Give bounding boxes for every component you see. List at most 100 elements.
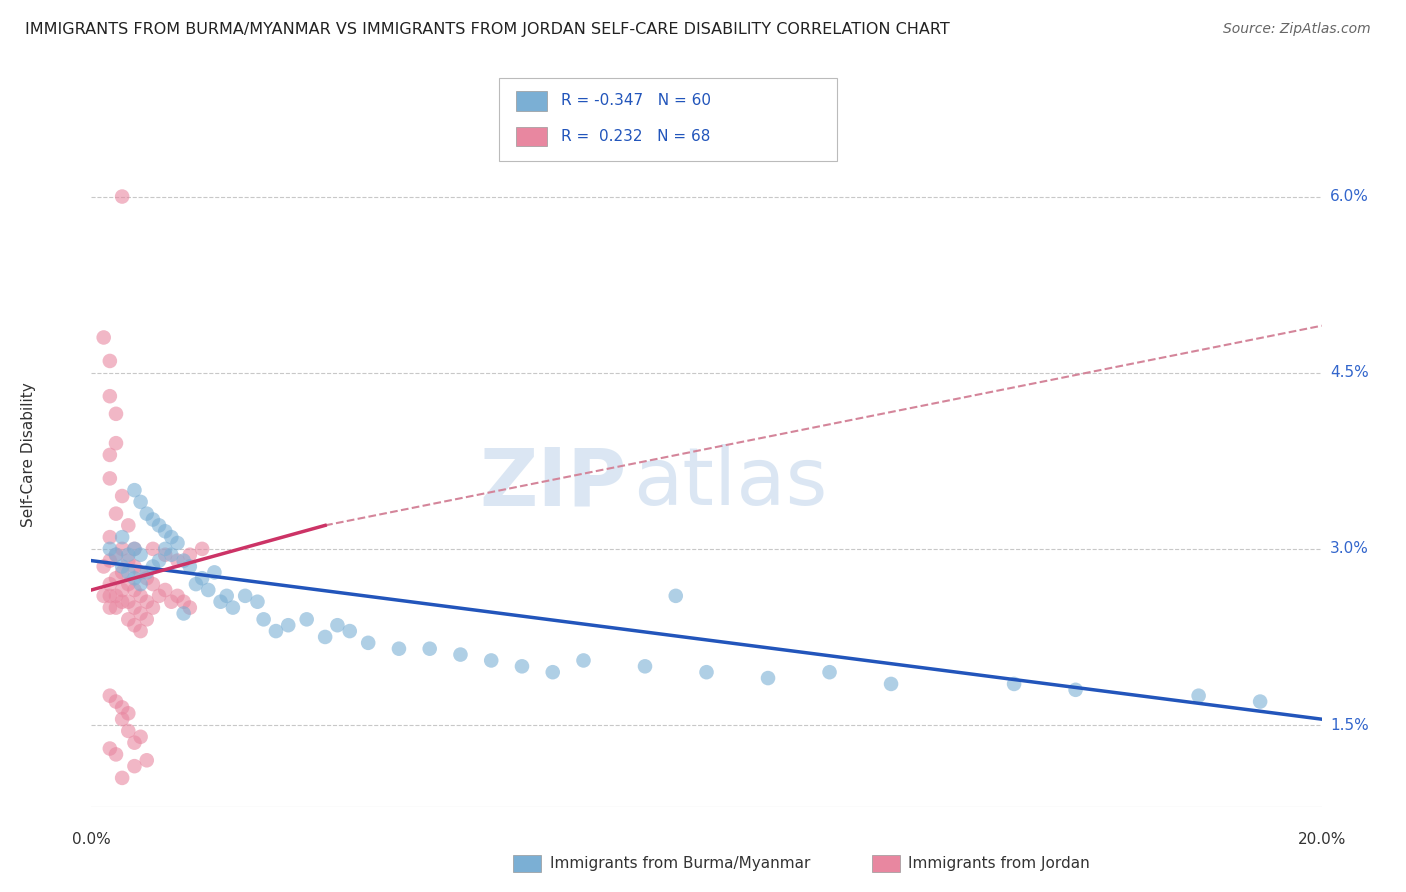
Point [222,600,245,615]
Point [818,665,841,680]
Point [124,759,146,773]
Point [1064,682,1087,697]
Text: R = -0.347   N = 60: R = -0.347 N = 60 [561,94,711,108]
Point [142,541,165,556]
Point [756,671,779,685]
Point [166,589,188,603]
Point [93,559,115,574]
Point [148,518,170,533]
Point [479,653,502,667]
Point [111,700,134,714]
Point [111,771,134,785]
Point [105,507,127,521]
Point [541,665,564,680]
Point [142,559,165,574]
Text: 4.5%: 4.5% [1330,365,1369,380]
Point [105,436,127,450]
Point [105,589,127,603]
Point [124,483,146,498]
Point [142,577,165,591]
Point [124,571,146,585]
Text: Self-Care Disability: Self-Care Disability [21,383,35,527]
Point [148,589,170,603]
Point [388,641,411,656]
Point [314,630,336,644]
Point [105,548,127,562]
Point [98,389,121,403]
Point [184,577,207,591]
Point [124,541,146,556]
Point [93,330,115,344]
Point [117,723,139,738]
Point [253,612,276,626]
Point [111,541,134,556]
Point [696,665,718,680]
Text: 0.0%: 0.0% [72,832,111,847]
Point [124,541,146,556]
Point [105,548,127,562]
Point [173,595,195,609]
Point [142,512,165,526]
Point [233,589,256,603]
Text: 3.0%: 3.0% [1330,541,1369,557]
Point [572,653,595,667]
Point [153,582,177,597]
Point [135,566,157,580]
Point [98,448,121,462]
Point [105,571,127,585]
Point [124,600,146,615]
Point [295,612,318,626]
Point [111,595,134,609]
Point [277,618,299,632]
Point [105,694,127,708]
Text: IMMIGRANTS FROM BURMA/MYANMAR VS IMMIGRANTS FROM JORDAN SELF-CARE DISABILITY COR: IMMIGRANTS FROM BURMA/MYANMAR VS IMMIGRA… [25,22,950,37]
Point [179,548,201,562]
Point [1187,689,1209,703]
Point [98,600,121,615]
Text: ZIP: ZIP [479,444,627,522]
Text: Immigrants from Jordan: Immigrants from Jordan [908,856,1090,871]
Point [117,706,139,721]
Point [191,541,214,556]
Point [129,607,152,621]
Point [111,566,134,580]
Point [129,548,152,562]
Point [173,553,195,568]
Point [160,530,183,544]
Text: Source: ZipAtlas.com: Source: ZipAtlas.com [1223,22,1371,37]
Point [124,618,146,632]
Point [166,553,188,568]
Point [98,553,121,568]
Point [98,530,121,544]
Point [510,659,533,673]
Point [449,648,471,662]
Point [135,571,157,585]
Text: 1.5%: 1.5% [1330,717,1369,732]
Point [191,571,214,585]
Point [98,741,121,756]
Point [264,624,287,639]
Point [129,566,152,580]
Point [111,189,134,203]
Point [117,612,139,626]
Point [93,589,115,603]
Point [880,677,903,691]
Point [98,541,121,556]
Point [124,559,146,574]
Point [117,566,139,580]
Point [111,582,134,597]
Point [117,518,139,533]
Point [98,471,121,485]
Point [665,589,688,603]
Point [129,495,152,509]
Point [124,582,146,597]
Point [98,577,121,591]
Point [117,577,139,591]
Point [111,559,134,574]
Point [173,607,195,621]
Point [202,566,225,580]
Point [1249,694,1271,708]
Point [197,582,219,597]
Point [153,524,177,539]
Point [357,636,380,650]
